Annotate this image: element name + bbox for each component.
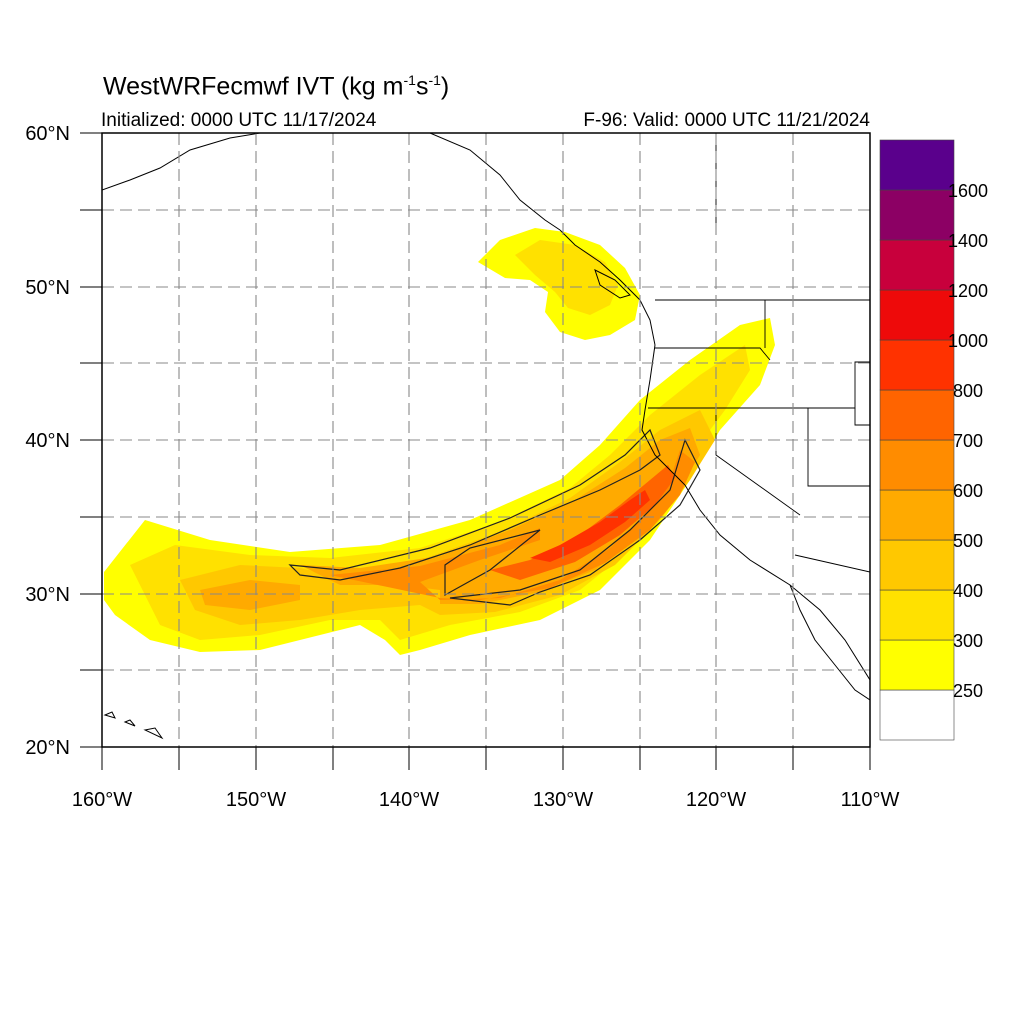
valid-time: F-96: Valid: 0000 UTC 11/21/2024 xyxy=(583,110,870,131)
hawaii-islands xyxy=(103,711,164,740)
colorbar: 250 300 400 500 600 700 800 1000 1200 1400 1600 xyxy=(879,139,988,741)
colorbar-label: 1000 xyxy=(948,331,988,351)
lon-label: 150°W xyxy=(226,789,286,811)
colorbar-label: 1200 xyxy=(948,281,988,301)
colorbar-label: 300 xyxy=(953,631,983,651)
lat-label: 60°N xyxy=(25,123,70,145)
ivt-shading xyxy=(104,228,775,655)
colorbar-swatch xyxy=(879,189,955,241)
colorbar-label: 500 xyxy=(953,531,983,551)
colorbar-swatch xyxy=(879,489,955,541)
lon-label: 110°W xyxy=(841,789,900,811)
colorbar-swatch xyxy=(879,339,955,391)
colorbar-swatch xyxy=(879,439,955,491)
longitude-labels: 160°W 150°W 140°W 130°W 120°W 110°W xyxy=(72,789,900,811)
vancouver-island xyxy=(594,269,631,299)
colorbar-label: 1400 xyxy=(948,231,988,251)
ivt-band-600 xyxy=(330,450,695,600)
lon-label: 130°W xyxy=(533,789,593,811)
coastline-alaska-panhandle xyxy=(429,133,561,231)
coastline-baja xyxy=(789,584,870,701)
lon-label: 140°W xyxy=(379,789,439,811)
coastline-west-us xyxy=(641,344,870,681)
coastline-bc xyxy=(559,229,656,346)
coastline-alaska xyxy=(102,133,261,191)
colorbar-label: 800 xyxy=(953,381,983,401)
ivt-band-700 xyxy=(490,465,675,580)
graticule xyxy=(102,133,870,747)
border-ut-az xyxy=(854,408,870,426)
lat-label: 30°N xyxy=(25,584,70,606)
border-idaho xyxy=(760,300,870,409)
colorbar-swatch xyxy=(879,239,955,291)
ivt-band-800 xyxy=(530,490,650,562)
tick-marks xyxy=(80,132,871,770)
colorbar-swatch xyxy=(879,539,955,591)
border-ca-nv xyxy=(715,408,801,516)
ivt-band-500 xyxy=(200,428,700,610)
border-us-mexico xyxy=(794,554,870,573)
lat-label: 40°N xyxy=(25,430,70,452)
colorbar-label: 1600 xyxy=(948,181,988,201)
border-wa-or xyxy=(655,347,771,361)
ivt-band-300-north xyxy=(515,240,618,315)
colorbar-label: 600 xyxy=(953,481,983,501)
colorbar-swatch xyxy=(879,289,955,341)
latitude-labels: 60°N 50°N 40°N 30°N 20°N xyxy=(25,123,70,759)
ivt-contour-600 xyxy=(444,438,701,606)
colorbar-label: 250 xyxy=(953,681,983,701)
colorbar-swatch xyxy=(879,639,955,691)
map-title: WestWRFecmwf IVT (kg m-1s-1) xyxy=(103,72,450,101)
colorbar-swatch xyxy=(879,589,955,641)
colorbar-swatch xyxy=(879,389,955,441)
colorbar-label: 700 xyxy=(953,431,983,451)
coastlines xyxy=(102,133,870,740)
lon-label: 120°W xyxy=(686,789,746,811)
lat-label: 20°N xyxy=(25,737,70,759)
lat-label: 50°N xyxy=(25,277,70,299)
colorbar-swatch xyxy=(879,689,955,741)
colorbar-swatch xyxy=(879,139,955,191)
colorbar-label: 400 xyxy=(953,581,983,601)
political-borders xyxy=(648,133,870,573)
border-nv-east xyxy=(807,408,870,487)
initialized-time: Initialized: 0000 UTC 11/17/2024 xyxy=(101,110,377,131)
lon-label: 160°W xyxy=(72,789,132,811)
ivt-contour-500 xyxy=(288,428,661,581)
